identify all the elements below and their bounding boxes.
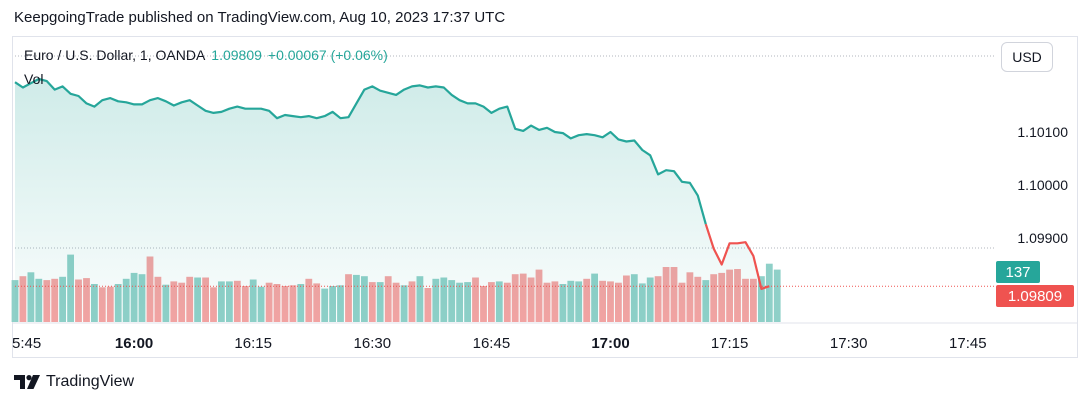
y-axis-tick-label: 1.10100 [1017, 124, 1068, 140]
x-axis-tick-label: 17:00 [591, 335, 629, 352]
tradingview-logo-icon [14, 375, 40, 389]
price-badge-bg [996, 285, 1074, 307]
y-axis-tick-label: 1.09900 [1017, 230, 1068, 246]
x-axis-tick-label: 16:30 [354, 335, 392, 352]
x-axis-tick-label: 5:45 [12, 335, 41, 352]
x-axis-tick-label: 16:45 [473, 335, 511, 352]
legend-price: 1.09809 [211, 47, 262, 63]
chart-frame [12, 36, 1078, 358]
brand-name: TradingView [46, 373, 135, 390]
x-axis-tick-label: 17:15 [711, 335, 749, 352]
volume-bar [765, 263, 773, 322]
legend-change: +0.00067 (+0.06%) [267, 47, 388, 63]
volume-badge: 137 [1005, 264, 1030, 281]
price-area [15, 79, 770, 322]
publish-info: KeepgoingTrade published on TradingView.… [14, 9, 506, 26]
volume-badge-bg [996, 261, 1040, 283]
volume-bar [773, 269, 781, 322]
price-badge: 1.09809 [1008, 288, 1062, 305]
x-axis-tick-label: 16:00 [115, 335, 153, 352]
currency-button[interactable]: USD [1001, 42, 1053, 72]
price-line [14, 77, 707, 225]
x-axis-tick-label: 17:45 [949, 335, 987, 352]
price-line-down [704, 223, 770, 290]
volume-legend[interactable]: Vol [24, 71, 44, 87]
symbol-name[interactable]: Euro / U.S. Dollar, 1, OANDA [24, 47, 206, 63]
x-axis-tick-label: 17:30 [830, 335, 868, 352]
tradingview-brand[interactable]: TradingView [14, 373, 134, 391]
y-axis-tick-label: 1.10000 [1017, 177, 1068, 193]
x-axis-tick-label: 16:15 [234, 335, 272, 352]
symbol-legend: Euro / U.S. Dollar, 1, OANDA 1.09809 +0.00… [24, 47, 388, 63]
